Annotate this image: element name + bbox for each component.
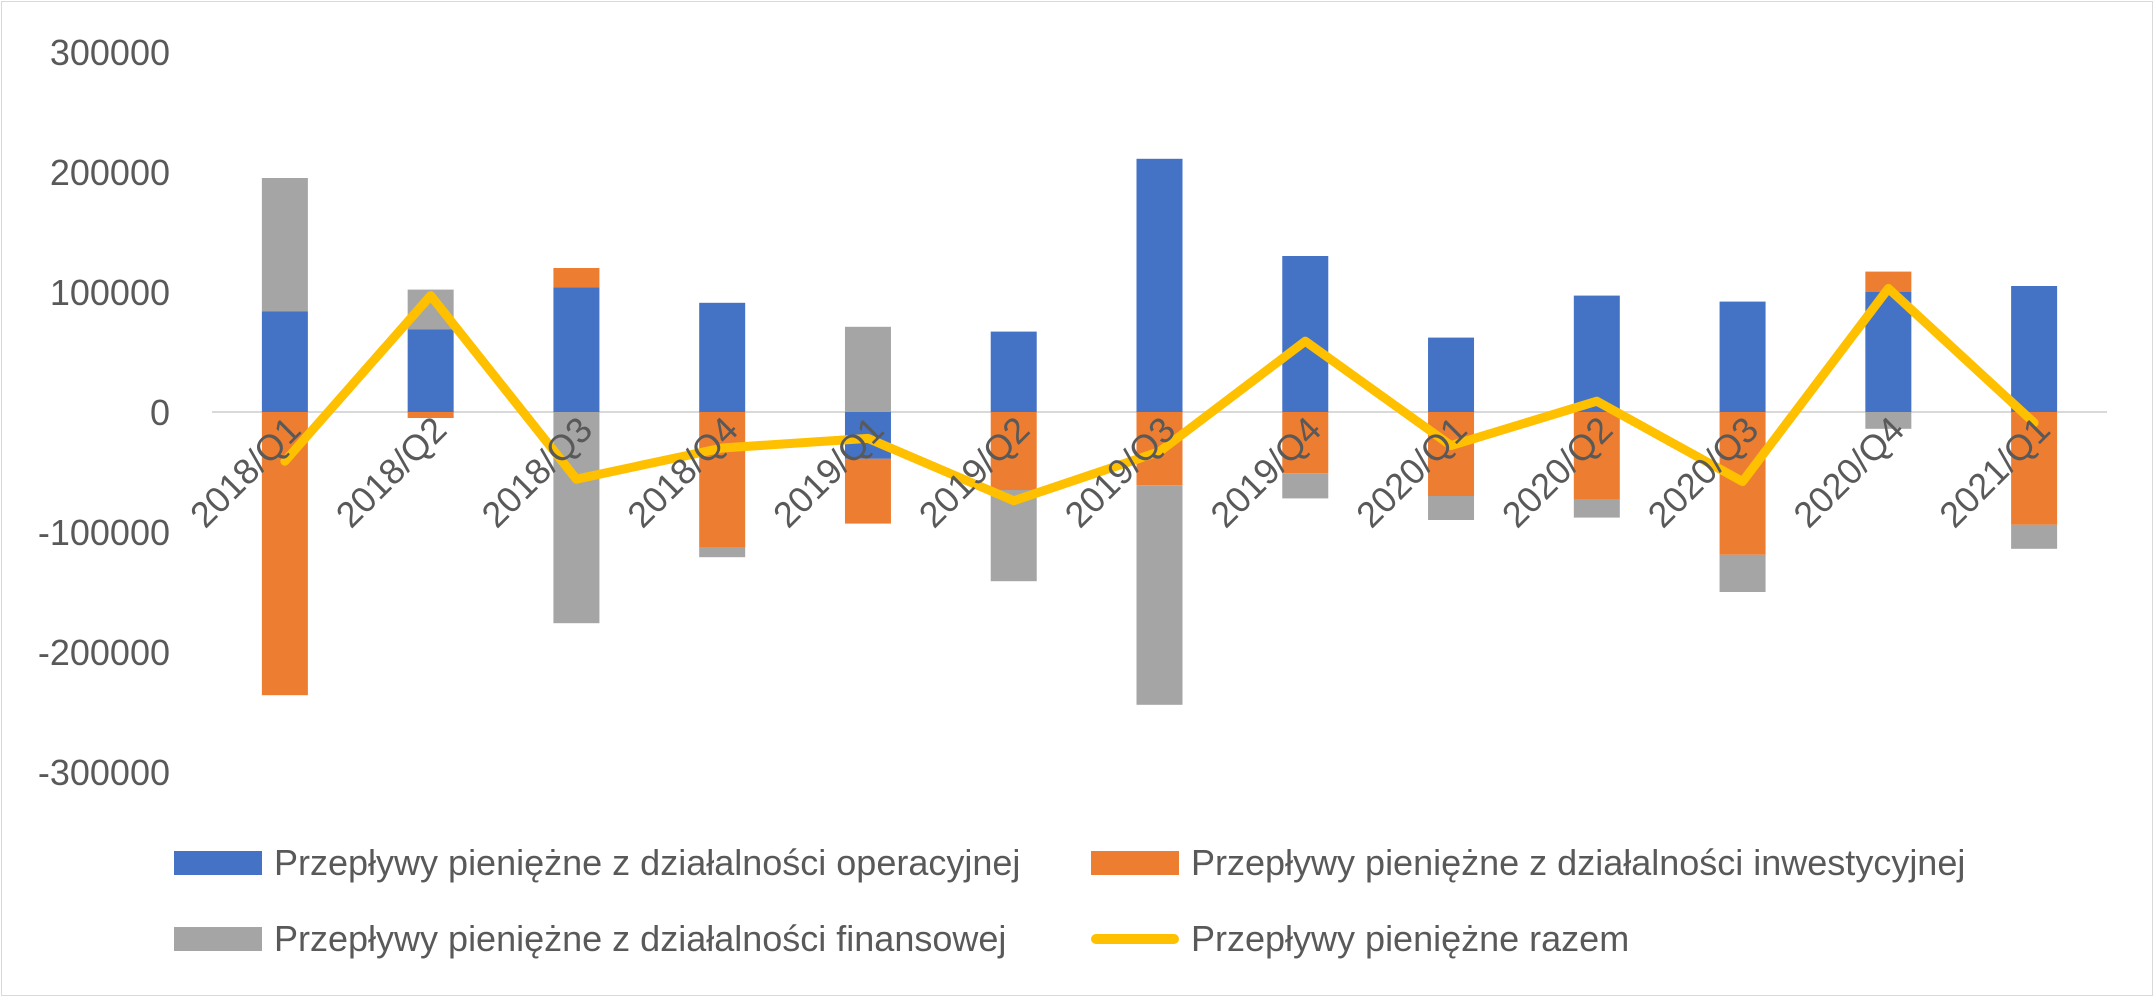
legend-item-financing: Przepływy pieniężne z działalności finan… [174, 918, 1006, 960]
bar-investing [1865, 271, 1912, 292]
legend-label-financing: Przepływy pieniężne z działalności finan… [274, 918, 1007, 959]
bar-operating [407, 329, 454, 412]
bar-operating [1719, 301, 1766, 412]
bar-financing [553, 412, 600, 624]
bar-investing [844, 458, 891, 524]
bar-financing [699, 547, 746, 558]
bar-financing [1136, 485, 1183, 705]
legend-item-operating: Przepływy pieniężne z działalności opera… [174, 842, 1020, 884]
line-total [280, 283, 2039, 506]
bar-operating [1136, 158, 1183, 412]
bar-operating [1573, 295, 1620, 412]
legend-swatch-investing [1091, 851, 1179, 875]
y-tick-label: 200000 [50, 152, 170, 193]
y-tick-label: 300000 [50, 32, 170, 73]
legend-swatch-financing [174, 927, 262, 951]
bar-operating [990, 331, 1037, 412]
bar-operating [261, 311, 308, 412]
bar-financing [1282, 473, 1329, 499]
bar-investing [1573, 412, 1620, 500]
y-tick-label: -300000 [38, 752, 170, 793]
bar-financing [1428, 496, 1475, 520]
bar-financing [261, 178, 308, 312]
bar-investing [699, 412, 746, 548]
bar-financing [2011, 524, 2058, 549]
legend-swatch-operating [174, 851, 262, 875]
bar-financing [1573, 499, 1620, 518]
bar-operating [699, 302, 746, 412]
bar-investing [1282, 412, 1329, 474]
bars-group [261, 158, 2058, 705]
y-tick-label: -100000 [38, 512, 170, 553]
bar-financing [844, 326, 891, 412]
total-line-group [280, 283, 2039, 506]
bar-investing [2011, 412, 2058, 525]
legend-swatch-total [1091, 934, 1179, 944]
bar-financing [1719, 554, 1766, 592]
legend-label-investing: Przepływy pieniężne z działalności inwes… [1191, 842, 1966, 883]
x-axis-ticks: 2018/Q1 2018/Q2 2018/Q3 2018/Q4 2019/Q1 2019/… [182, 409, 2058, 536]
y-tick-label: -200000 [38, 632, 170, 673]
bar-investing [407, 412, 454, 418]
bar-operating [1282, 256, 1329, 412]
bar-investing [1428, 412, 1475, 496]
bar-operating [553, 287, 600, 412]
legend-item-total: Przepływy pieniężne razem [1091, 918, 1629, 960]
x-tick-label: 2020/Q4 [1785, 409, 1912, 536]
bar-investing [990, 412, 1037, 490]
bar-operating [2011, 286, 2058, 412]
y-tick-label: 0 [150, 392, 170, 433]
x-tick-label: 2018/Q2 [328, 409, 455, 536]
bar-operating [1428, 337, 1475, 412]
bar-investing [553, 268, 600, 288]
y-axis-ticks: 300000 200000 100000 0 -100000 -200000 -300000 [38, 32, 170, 793]
y-tick-label: 100000 [50, 272, 170, 313]
legend-item-investing: Przepływy pieniężne z działalności inwes… [1091, 842, 1965, 884]
legend-label-total: Przepływy pieniężne razem [1191, 918, 1630, 959]
bar-financing [1865, 412, 1912, 429]
legend-label-operating: Przepływy pieniężne z działalności opera… [274, 842, 1021, 883]
